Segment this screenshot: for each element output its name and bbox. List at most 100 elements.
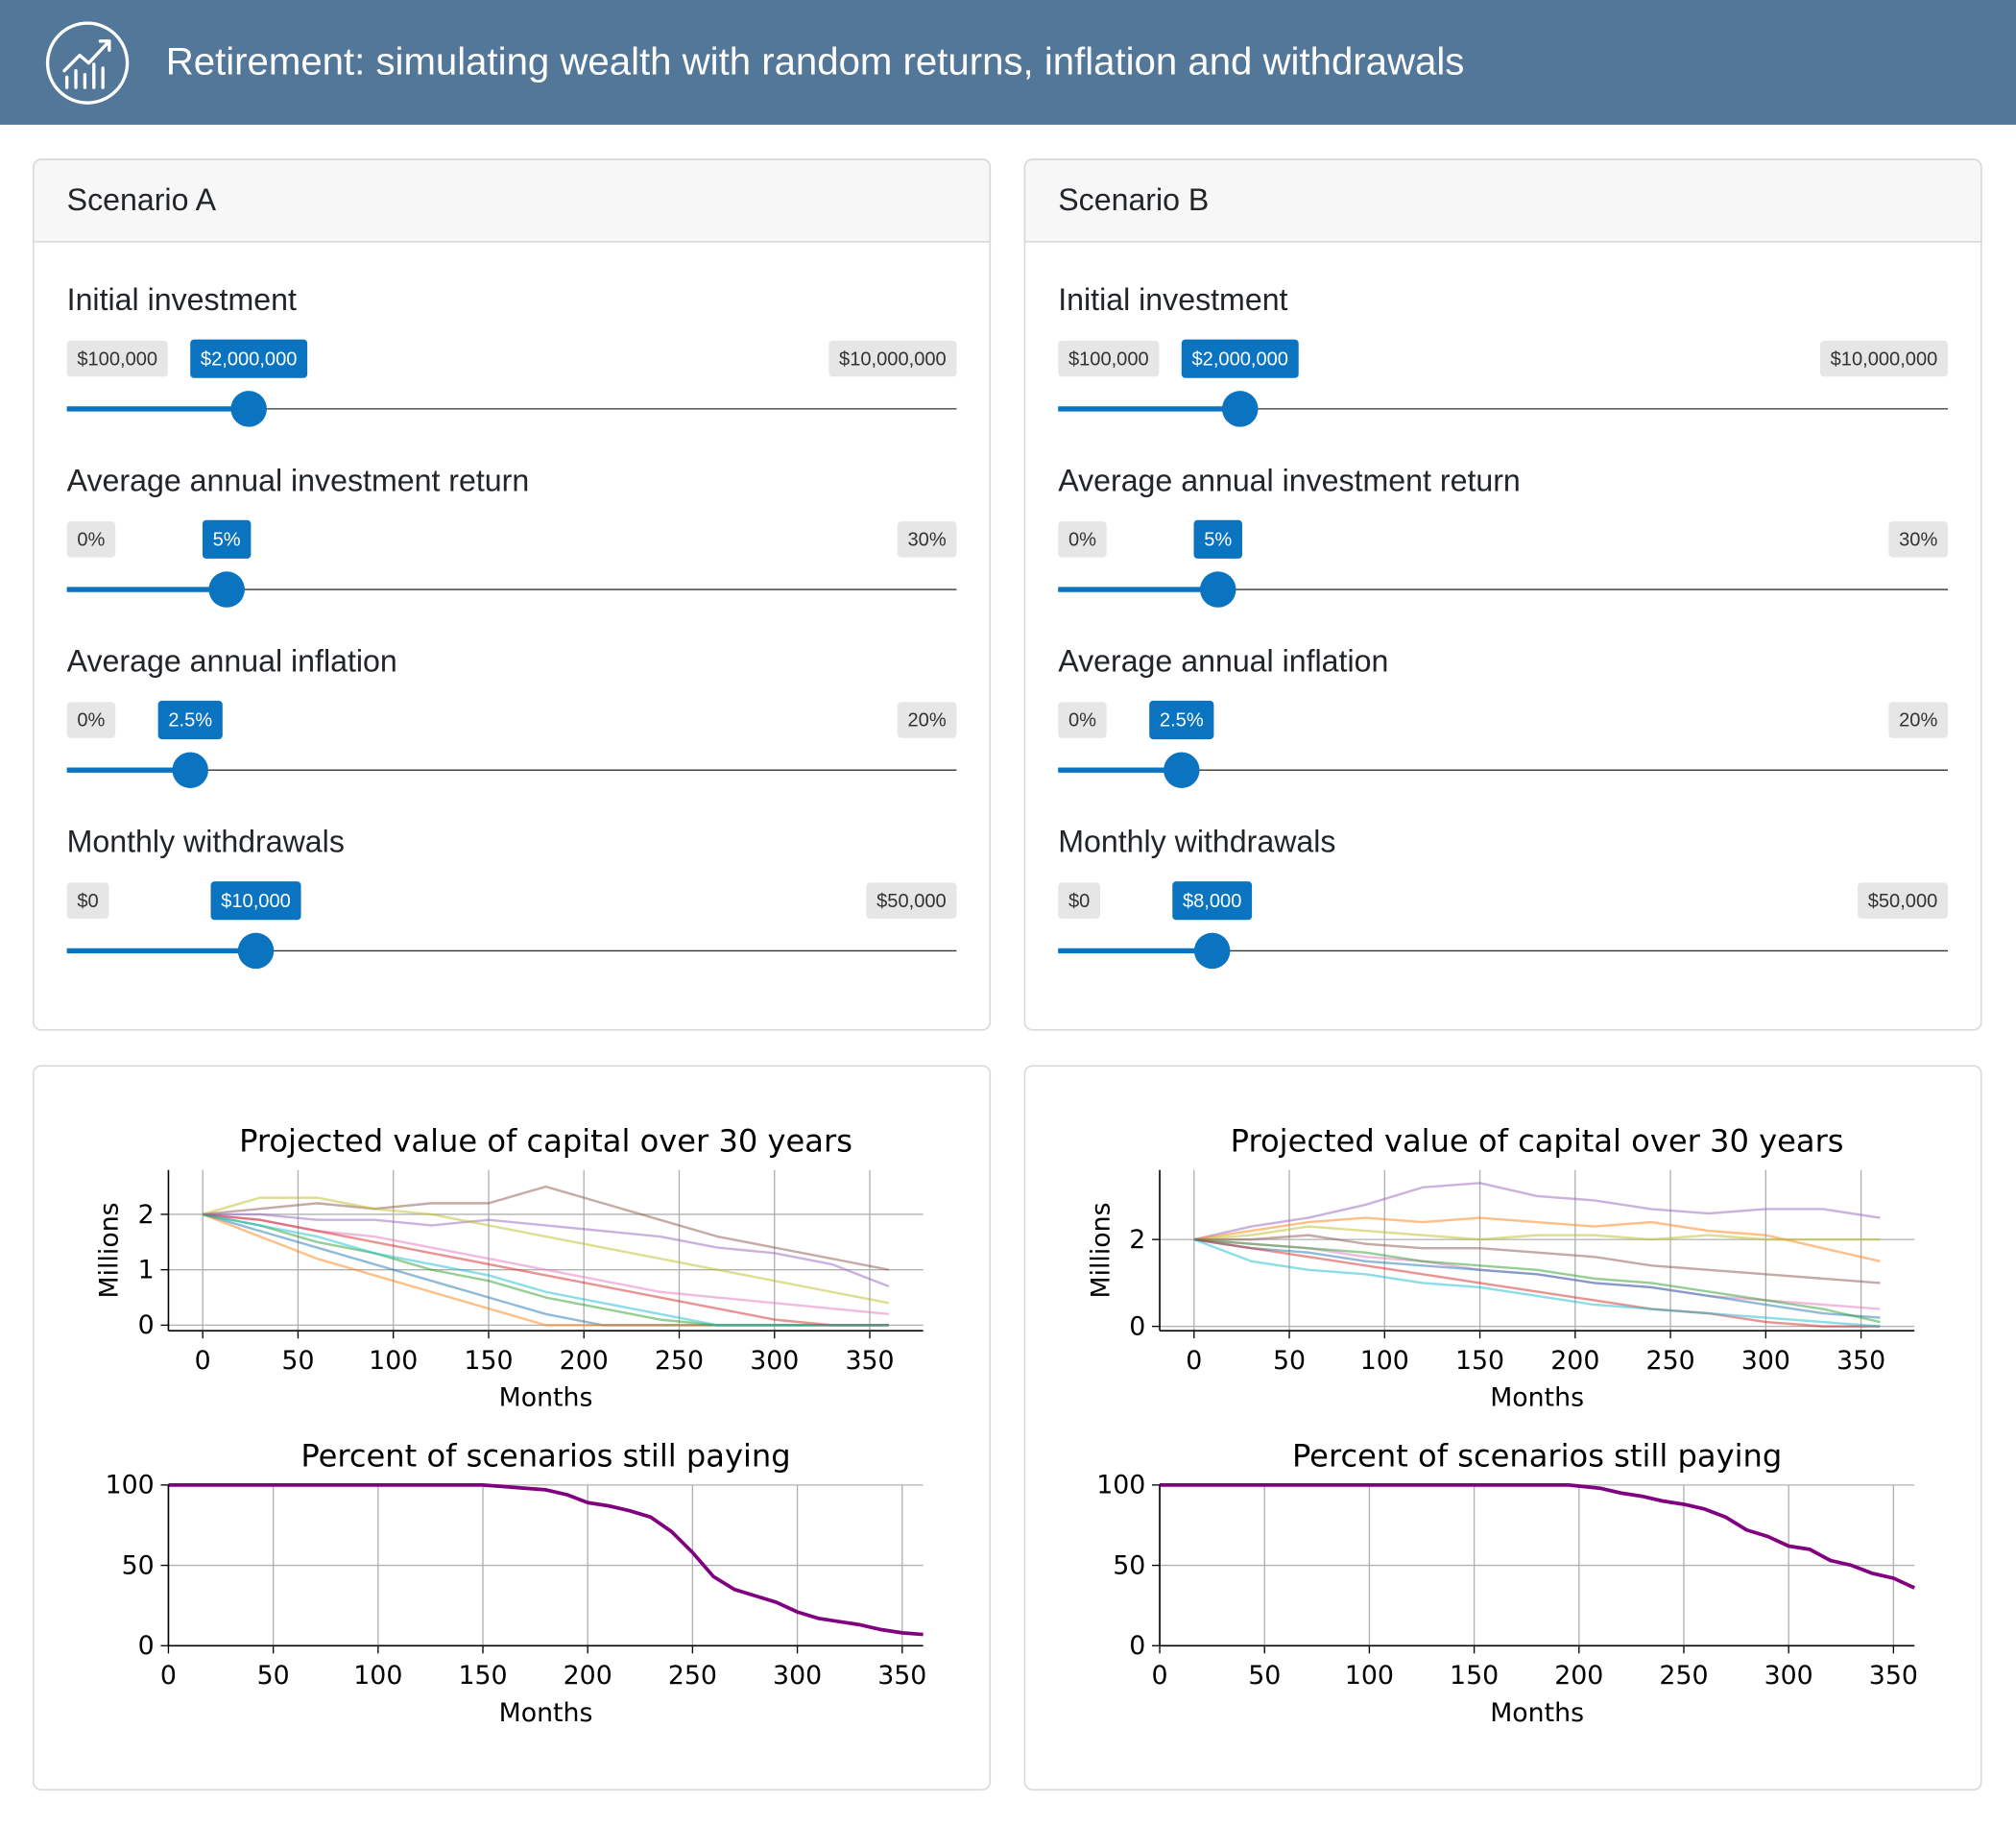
slider-min: 0% — [1058, 521, 1107, 558]
slider-max-bg — [897, 521, 957, 558]
slider-max-text: 30% — [908, 529, 947, 550]
x-tick-label: 350 — [1869, 1661, 1918, 1691]
series-line — [1193, 1237, 1881, 1328]
y-tick-label: 2 — [1129, 1225, 1145, 1255]
x-axis-label: Months — [1490, 1383, 1584, 1413]
slider-min: $100,000 — [66, 340, 168, 377]
slider-handle[interactable] — [1221, 391, 1259, 427]
slider-value-text: $2,000,000 — [201, 348, 298, 370]
slider-min-text: 0% — [77, 710, 105, 732]
x-tick-label: 350 — [877, 1661, 926, 1691]
y-tick-label: 0 — [138, 1631, 155, 1661]
slider-handle[interactable] — [172, 752, 208, 788]
slider-max: $10,000,000 — [828, 340, 957, 377]
slider-max-text: 20% — [908, 710, 947, 732]
series-line — [1160, 1482, 1915, 1590]
series-line — [1193, 1234, 1881, 1284]
series-line — [1193, 1182, 1881, 1241]
x-tick-label: 250 — [655, 1346, 704, 1376]
slider-value-bg — [210, 881, 301, 921]
slider-label: Initial investment — [1058, 282, 1287, 317]
x-tick-label: 150 — [464, 1346, 513, 1376]
y-tick-label: 1 — [138, 1255, 155, 1284]
series-line — [202, 1212, 889, 1327]
x-tick-label: 100 — [1345, 1661, 1394, 1691]
slider-handle[interactable] — [230, 391, 267, 427]
slider-min-bg — [66, 702, 116, 738]
slider-value-bg — [1181, 339, 1299, 378]
slider-max: 30% — [1888, 521, 1949, 558]
slider-min-bg — [66, 340, 168, 377]
y-tick-label: 50 — [122, 1550, 155, 1580]
slider-min-text: $0 — [77, 891, 98, 912]
x-tick-label: 0 — [1186, 1346, 1202, 1376]
y-tick-label: 100 — [1096, 1471, 1145, 1500]
x-axis-label: Months — [1490, 1698, 1584, 1728]
slider-min-bg — [1058, 521, 1107, 558]
series-line — [1193, 1237, 1881, 1319]
series-line — [202, 1196, 890, 1305]
slider-handle[interactable] — [1193, 932, 1231, 970]
x-tick-label: 50 — [1248, 1661, 1281, 1691]
x-tick-label: 250 — [1659, 1661, 1708, 1691]
slider-max-text: 20% — [1899, 710, 1937, 732]
card-title: Scenario A — [67, 182, 217, 217]
x-tick-label: 200 — [560, 1346, 609, 1376]
y-tick-label: 0 — [1129, 1311, 1145, 1341]
slider-max-bg — [1819, 340, 1949, 377]
slider-max-text: $10,000,000 — [839, 348, 947, 370]
x-axis-label: Months — [499, 1698, 593, 1728]
x-tick-label: 350 — [1836, 1346, 1885, 1376]
x-tick-label: 150 — [1455, 1346, 1504, 1376]
slider-max-bg — [1888, 521, 1949, 558]
slider-max-bg — [1858, 882, 1949, 919]
slider-value-bg — [1149, 700, 1214, 740]
x-tick-label: 300 — [1764, 1661, 1813, 1691]
slider-label: Average annual investment return — [67, 463, 530, 497]
slider-min-text: 0% — [1068, 529, 1096, 550]
slider-max-bg — [866, 882, 957, 919]
slider-value-bg — [1193, 519, 1242, 559]
card-header — [1023, 158, 1982, 243]
series-line — [1193, 1225, 1881, 1241]
header-title: Retirement: simulating wealth with rando… — [166, 40, 1465, 84]
slider-handle[interactable] — [1164, 752, 1200, 788]
x-tick-label: 0 — [160, 1661, 177, 1691]
slider-label: Average annual inflation — [67, 644, 397, 679]
x-tick-label: 300 — [773, 1661, 822, 1691]
slider-value-text: 2.5% — [168, 710, 212, 732]
slider-value: $8,000 — [1172, 881, 1253, 921]
y-tick-label: 50 — [1113, 1550, 1145, 1580]
x-tick-label: 250 — [668, 1661, 717, 1691]
slider-max: $50,000 — [866, 882, 957, 919]
x-tick-label: 0 — [195, 1346, 211, 1376]
slider-min-bg — [66, 882, 109, 919]
x-tick-label: 250 — [1646, 1346, 1695, 1376]
chart-title: Percent of scenarios still paying — [1292, 1438, 1782, 1475]
slider-min-text: 0% — [77, 529, 105, 550]
x-tick-label: 350 — [845, 1346, 894, 1376]
slider-handle[interactable] — [208, 571, 245, 608]
slider-value-text: $8,000 — [1183, 891, 1241, 912]
slider-max-text: 30% — [1899, 529, 1937, 550]
slider-handle[interactable] — [1199, 571, 1236, 608]
slider-value-text: $2,000,000 — [1191, 348, 1288, 370]
slider-value: $2,000,000 — [1181, 339, 1299, 378]
slider-max: 30% — [897, 521, 957, 558]
y-axis-label: Millions — [1086, 1202, 1116, 1298]
slider-max-bg — [828, 340, 957, 377]
x-tick-label: 50 — [257, 1661, 290, 1691]
chart-card — [33, 1065, 992, 1791]
slider-min: 0% — [66, 702, 116, 738]
series-line — [1193, 1238, 1881, 1328]
x-tick-label: 100 — [369, 1346, 418, 1376]
card-header — [33, 158, 992, 243]
x-tick-label: 200 — [1550, 1346, 1599, 1376]
slider-value: 2.5% — [157, 700, 223, 740]
slider-handle[interactable] — [237, 932, 275, 970]
slider-max-text: $10,000,000 — [1831, 348, 1938, 370]
slider-value-text: 2.5% — [1160, 710, 1204, 732]
slider-max: $10,000,000 — [1819, 340, 1949, 377]
slider-label: Monthly withdrawals — [1058, 825, 1335, 859]
